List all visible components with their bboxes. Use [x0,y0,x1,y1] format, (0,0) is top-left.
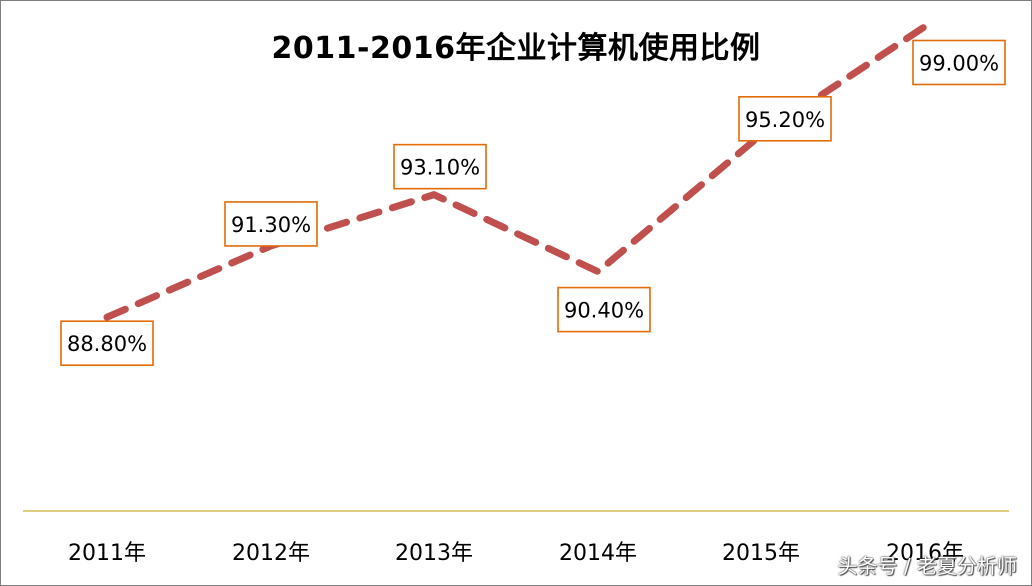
x-tick-label: 2016年 [886,541,964,566]
data-label-box [557,286,651,333]
data-label-text: 95.20% [745,108,825,132]
data-label: 99.00% [912,39,1006,86]
series-line [103,23,929,321]
x-tick-label: 2011年 [68,541,146,566]
data-label-box [393,143,487,190]
watermark-text: 头条号 / 老夏分析师 [837,554,1017,578]
data-label: 90.40% [557,286,651,333]
data-label-text: 90.40% [564,299,644,323]
data-label-text: 93.10% [400,156,480,180]
data-label-box [738,96,832,142]
data-label-box [60,320,154,367]
data-label-text: 99.00% [919,52,999,76]
data-label: 95.20% [738,96,832,142]
x-tick-label: 2015年 [722,541,800,566]
data-label: 88.80% [60,320,154,367]
x-tick-label: 2014年 [559,541,637,566]
x-tick-label: 2013年 [395,541,473,566]
data-label: 91.30% [224,201,318,247]
data-label-text: 91.30% [231,213,311,237]
x-tick-label: 2012年 [232,541,310,566]
data-label-box [224,201,318,247]
data-label-text: 88.80% [67,332,147,356]
data-labels: 88.80% 91.30% 93.10% 90.40% 95.20% 99.00% [60,39,1006,367]
data-label-box [912,39,1006,86]
chart-title: 2011-2016年企业计算机使用比例 [271,31,761,66]
x-tick-labels: 2011年 2012年 2013年 2014年 2015年 2016年 [68,541,964,566]
data-label: 93.10% [393,143,487,190]
